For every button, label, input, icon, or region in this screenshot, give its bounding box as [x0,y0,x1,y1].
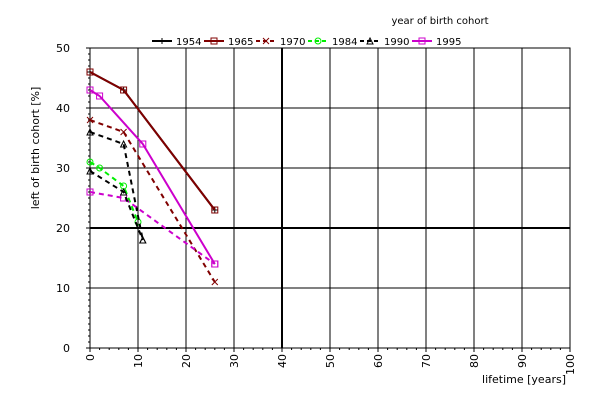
series-extra-7 [86,166,147,244]
point-marker [86,188,94,196]
legend-label: 1995 [436,37,461,48]
legend-title: year of birth cohort [391,16,488,27]
point-marker [211,206,219,214]
x-tick-label: 60 [372,354,385,368]
point-marker [96,164,104,172]
y-tick-label: 0 [63,342,70,355]
series-1970 [86,116,219,286]
y-tick-label: 50 [56,42,70,55]
series-line [89,131,144,241]
x-tick-label: 70 [420,354,433,368]
series-1954 [87,69,218,213]
legend-item-1984: 1984 [308,37,357,48]
series-line [89,71,216,211]
x-tick-label: 40 [276,354,289,368]
series-line [89,89,216,265]
point-marker [211,278,219,286]
point-marker [86,116,94,124]
legend-label: 1984 [332,37,357,48]
point-marker [418,37,426,45]
point-marker [86,127,94,136]
point-marker [119,139,128,148]
legend: 1954 1965 1970 1984 1990 1995 [152,36,461,48]
series-line [89,161,139,223]
legend-item-1970: 1970 [256,37,305,48]
point-marker [86,86,94,94]
series-line [89,170,144,241]
point-marker [138,235,147,244]
series-line [89,191,216,265]
y-tick-label: 30 [56,162,70,175]
y-axis-label: left of birth cohort [%] [29,87,42,210]
series-layer [86,68,219,286]
legend-label: 1970 [280,37,305,48]
point-marker [86,158,94,166]
legend-item-1965: 1965 [204,37,253,48]
x-tick-label: 20 [180,354,193,368]
y-tick-label: 10 [56,282,70,295]
legend-item-1995: 1995 [412,37,461,48]
y-tick-label: 40 [56,102,70,115]
point-marker [262,37,270,45]
point-marker [139,140,147,148]
point-marker [86,68,94,76]
legend-label: 1954 [176,37,201,48]
point-marker [96,92,104,100]
point-marker [366,36,374,45]
axes: 0 10 20 30 40 50 60 70 80 90 100 0 10 20 30 40 50 [56,42,577,375]
point-marker [86,166,94,175]
y-tick-label: 20 [56,222,70,235]
legend-item-1990: 1990 [360,36,409,48]
series-line [89,119,216,283]
x-axis-label: lifetime [years] [482,373,566,386]
grid [90,48,570,348]
point-marker [210,37,218,45]
x-tick-label: 80 [468,354,481,368]
series-line [89,71,216,211]
legend-label: 1990 [384,37,409,48]
series-1965 [86,68,219,214]
x-tick-label: 90 [516,354,529,368]
series-1995 [86,86,219,268]
legend-item-1954: 1954 [152,37,201,48]
point-marker [211,260,219,268]
point-marker [314,37,322,45]
point-marker [120,128,127,136]
point-marker [120,86,128,94]
x-tick-label: 30 [228,354,241,368]
x-tick-label: 10 [132,354,145,368]
point-marker [119,187,128,196]
legend-label: 1965 [228,37,253,48]
x-tick-label: 50 [324,354,337,368]
x-tick-label: 0 [84,354,97,361]
point-marker [159,38,165,44]
x-tick-label: 100 [564,354,577,375]
